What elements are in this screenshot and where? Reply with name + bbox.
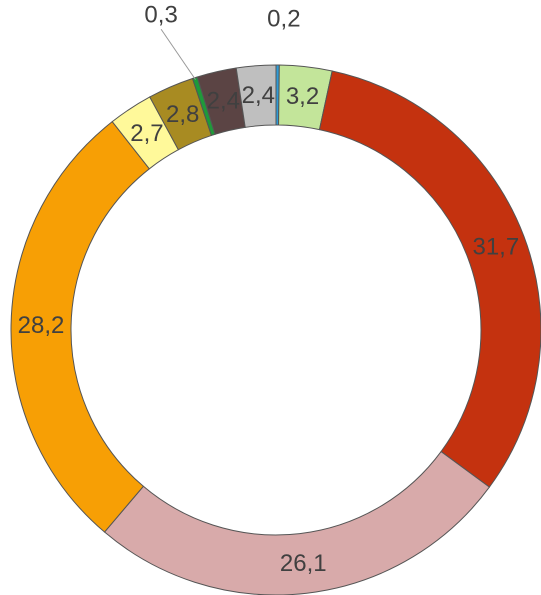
data-label: 28,2 xyxy=(18,312,65,339)
data-label: 3,2 xyxy=(286,83,319,110)
donut-slice xyxy=(318,70,541,488)
leader-line xyxy=(160,28,196,80)
data-label: 0,2 xyxy=(267,6,300,33)
data-label: 2,7 xyxy=(130,120,163,147)
data-labels: 0,2 3,2 31,7 26,1 28,2 2,72,8 0,3 2,4 2,4 xyxy=(18,2,520,577)
data-label: 31,7 xyxy=(472,233,519,260)
data-label: 2,8 xyxy=(166,101,199,128)
leader-lines xyxy=(160,28,196,80)
data-label: 0,3 xyxy=(144,2,177,29)
data-label: 2,4 xyxy=(242,82,275,109)
donut-slice xyxy=(235,64,277,128)
donut-slices xyxy=(10,64,541,595)
data-label: 2,4 xyxy=(207,87,240,114)
data-label: 26,1 xyxy=(280,550,327,577)
